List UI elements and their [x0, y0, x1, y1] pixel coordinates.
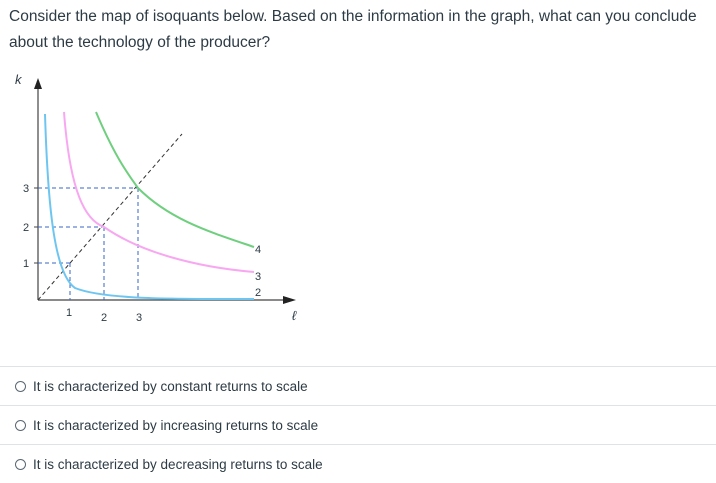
question-text: Consider the map of isoquants below. Bas… [9, 8, 697, 51]
expansion-ray [37, 133, 183, 301]
isoquant-graph: k ℓ 3 2 1 1 2 3 4 3 2 [15, 72, 297, 324]
x-tick-label: 2 [101, 312, 107, 324]
isoquant-curve-2 [44, 113, 255, 301]
answer-label: It is characterized by constant returns … [33, 378, 308, 394]
curve-label: 4 [255, 244, 261, 256]
guide-lines [38, 187, 139, 300]
isoquant-curve-3 [63, 111, 255, 273]
answer-option-decreasing[interactable]: It is characterized by decreasing return… [0, 444, 716, 483]
x-tick-label: 1 [66, 307, 72, 319]
answer-option-constant[interactable]: It is characterized by constant returns … [0, 366, 716, 405]
answer-option-increasing[interactable]: It is characterized by increasing return… [0, 405, 716, 444]
radio-button[interactable] [15, 458, 26, 470]
radio-button[interactable] [15, 380, 26, 392]
curve-label: 3 [255, 271, 261, 283]
y-axis-label: k [15, 72, 23, 87]
answer-label: It is characterized by increasing return… [33, 417, 319, 433]
x-axis-arrow [283, 296, 296, 304]
y-axis-arrow [34, 78, 42, 89]
answer-options: It is characterized by constant returns … [0, 366, 716, 483]
y-tick-label: 3 [23, 183, 29, 195]
y-tick-label: 2 [23, 222, 29, 234]
y-tick-label: 1 [23, 258, 29, 270]
x-tick-label: 3 [136, 312, 142, 324]
x-axis-label: ℓ [292, 308, 297, 323]
isoquant-curve-4 [95, 111, 255, 248]
curve-label: 2 [255, 287, 261, 299]
answer-label: It is characterized by decreasing return… [33, 456, 323, 472]
radio-button[interactable] [15, 419, 26, 431]
